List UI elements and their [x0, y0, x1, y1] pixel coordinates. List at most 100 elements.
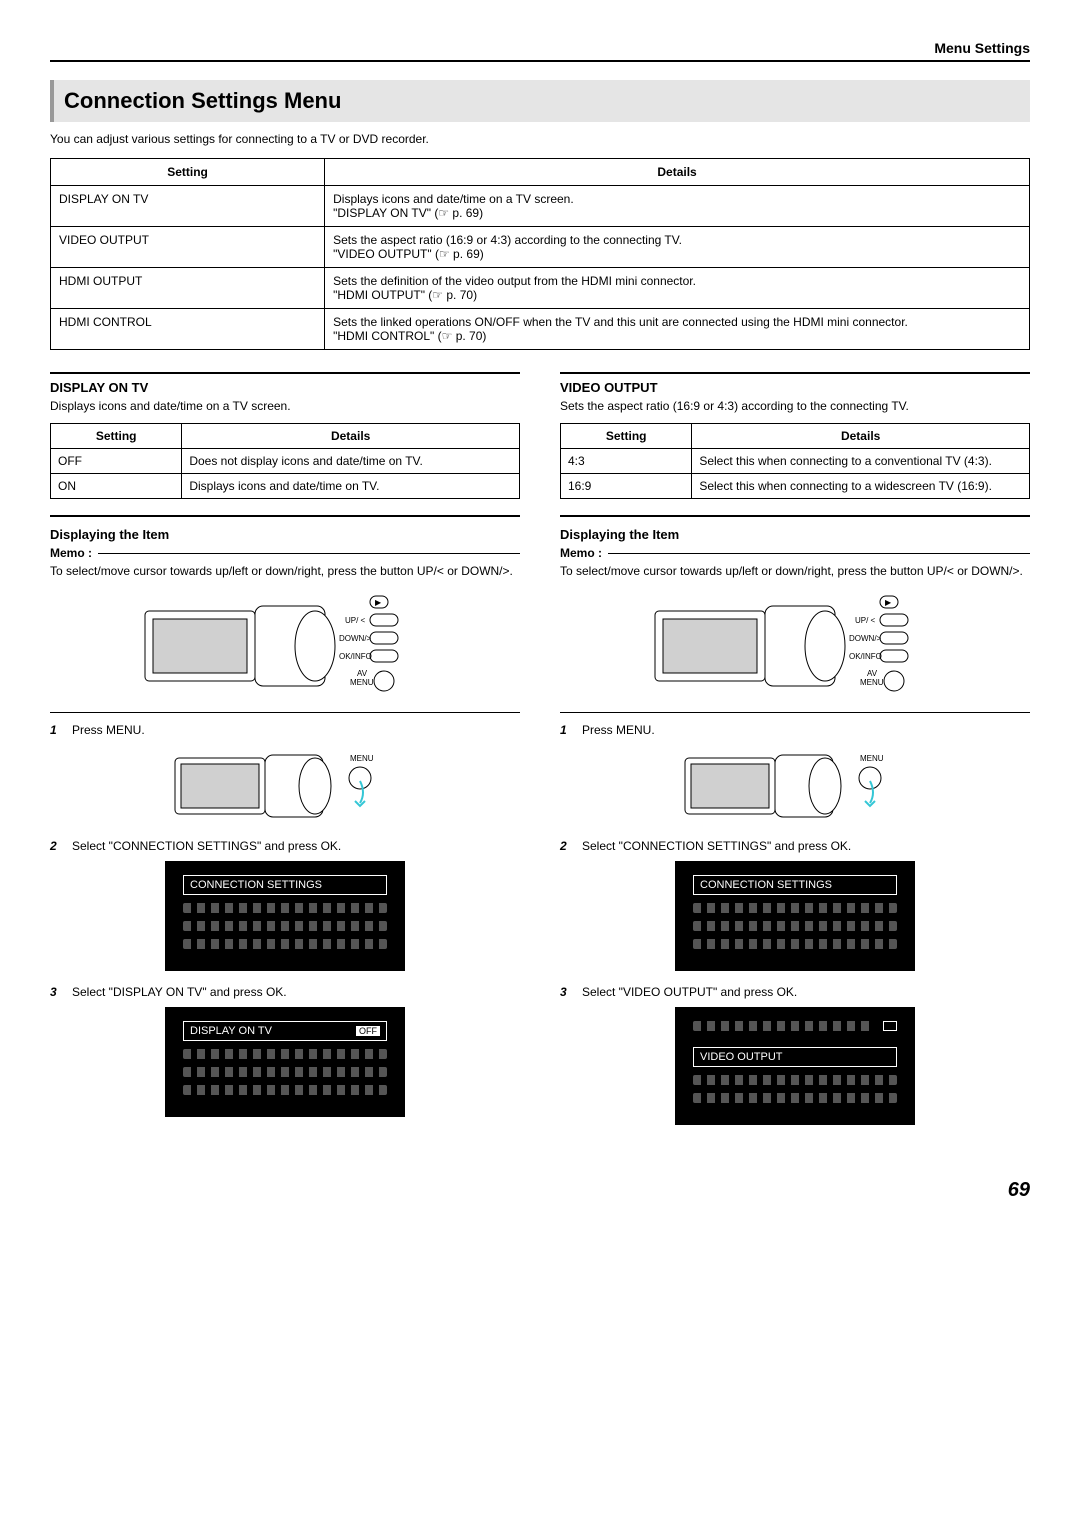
cell-details: Sets the linked operations ON/OFF when t… [325, 309, 1030, 350]
step-text: Press MENU. [72, 723, 520, 737]
table-row: ON Displays icons and date/time on TV. [51, 474, 520, 499]
table-row: HDMI CONTROL Sets the linked operations … [51, 309, 1030, 350]
step-number: 3 [560, 985, 582, 999]
svg-text:AV: AV [357, 669, 368, 678]
camcorder-menu-illustration: MENU [560, 743, 1030, 833]
camcorder-menu-illustration: MENU [50, 743, 520, 833]
menu-item-placeholder [693, 921, 897, 931]
col-details: Details [692, 424, 1030, 449]
cell-details: Does not display icons and date/time on … [182, 449, 520, 474]
menu-item-selected: DISPLAY ON TV OFF [183, 1021, 387, 1041]
step-number: 1 [50, 723, 72, 737]
header-section: Menu Settings [50, 40, 1030, 56]
table-row: VIDEO OUTPUT Sets the aspect ratio (16:9… [51, 227, 1030, 268]
svg-text:MENU: MENU [860, 754, 884, 763]
menu-item-label: DISPLAY ON TV [190, 1025, 272, 1037]
svg-text:MENU: MENU [350, 678, 374, 687]
table-row: 16:9 Select this when connecting to a wi… [561, 474, 1030, 499]
step-number: 3 [50, 985, 72, 999]
cell-details: Sets the aspect ratio (16:9 or 4:3) acco… [325, 227, 1030, 268]
menu-item-placeholder [693, 1093, 897, 1103]
memo-line [98, 553, 520, 554]
svg-text:OK/INFO: OK/INFO [339, 652, 372, 661]
svg-text:AV: AV [867, 669, 878, 678]
col-setting: Setting [561, 424, 692, 449]
page-title: Connection Settings Menu [64, 88, 1020, 114]
cell-setting: DISPLAY ON TV [51, 186, 325, 227]
right-desc: Sets the aspect ratio (16:9 or 4:3) acco… [560, 399, 1030, 413]
table-row: HDMI OUTPUT Sets the definition of the v… [51, 268, 1030, 309]
step: 2 Select "CONNECTION SETTINGS" and press… [50, 839, 520, 853]
col-details: Details [325, 159, 1030, 186]
page-number: 69 [50, 1179, 1030, 1202]
svg-text:▶: ▶ [375, 598, 382, 607]
col-details: Details [182, 424, 520, 449]
col-setting: Setting [51, 159, 325, 186]
cell-details: Select this when connecting to a convent… [692, 449, 1030, 474]
step: 2 Select "CONNECTION SETTINGS" and press… [560, 839, 1030, 853]
step-text: Select "DISPLAY ON TV" and press OK. [72, 985, 520, 999]
step: 3 Select "DISPLAY ON TV" and press OK. [50, 985, 520, 999]
menu-item-placeholder [693, 903, 897, 913]
menu-item-selected: CONNECTION SETTINGS [693, 875, 897, 895]
left-table: Setting Details OFF Does not display ico… [50, 423, 520, 499]
svg-text:MENU: MENU [350, 754, 374, 763]
svg-text:UP/ <: UP/ < [855, 616, 876, 625]
camcorder-icon: MENU [165, 743, 405, 833]
step: 1 Press MENU. [560, 723, 1030, 737]
menu-screen: VIDEO OUTPUT [675, 1007, 915, 1125]
table-row: 4:3 Select this when connecting to a con… [561, 449, 1030, 474]
camcorder-illustration: ▶ UP/ < DOWN/> OK/INFO AVMENU [50, 586, 520, 706]
table-row: OFF Does not display icons and date/time… [51, 449, 520, 474]
memo-label: Memo : [50, 546, 92, 560]
right-item-title: Displaying the Item [560, 527, 1030, 542]
left-desc: Displays icons and date/time on a TV scr… [50, 399, 520, 413]
step: 1 Press MENU. [50, 723, 520, 737]
intro-text: You can adjust various settings for conn… [50, 132, 1030, 146]
off-badge: OFF [356, 1026, 380, 1036]
camcorder-icon: MENU [675, 743, 915, 833]
menu-item-placeholder [183, 903, 387, 913]
step-text: Press MENU. [582, 723, 1030, 737]
cell-setting: VIDEO OUTPUT [51, 227, 325, 268]
cell-details: Select this when connecting to a widescr… [692, 474, 1030, 499]
step-text: Select "CONNECTION SETTINGS" and press O… [72, 839, 520, 853]
menu-item-selected: VIDEO OUTPUT [693, 1047, 897, 1067]
menu-item-placeholder [183, 939, 387, 949]
cell-setting: 16:9 [561, 474, 692, 499]
menu-screen: DISPLAY ON TV OFF [165, 1007, 405, 1117]
main-settings-table: Setting Details DISPLAY ON TV Displays i… [50, 158, 1030, 350]
tv-icon [883, 1021, 897, 1031]
cell-details: Displays icons and date/time on TV. [182, 474, 520, 499]
right-table: Setting Details 4:3 Select this when con… [560, 423, 1030, 499]
cell-setting: ON [51, 474, 182, 499]
svg-text:UP/ <: UP/ < [345, 616, 366, 625]
menu-screen: CONNECTION SETTINGS [675, 861, 915, 971]
step-number: 1 [560, 723, 582, 737]
menu-item-row [693, 1021, 897, 1031]
menu-item-placeholder [693, 1075, 897, 1085]
svg-text:OK/INFO: OK/INFO [849, 652, 882, 661]
svg-text:DOWN/>: DOWN/> [849, 634, 882, 643]
menu-item-placeholder [183, 1049, 387, 1059]
right-column: VIDEO OUTPUT Sets the aspect ratio (16:9… [560, 372, 1030, 1139]
svg-text:DOWN/>: DOWN/> [339, 634, 372, 643]
right-title: VIDEO OUTPUT [560, 380, 1030, 395]
step-number: 2 [50, 839, 72, 853]
menu-item-placeholder [183, 921, 387, 931]
step-text: Select "CONNECTION SETTINGS" and press O… [582, 839, 1030, 853]
cell-details: Displays icons and date/time on a TV scr… [325, 186, 1030, 227]
memo-label: Memo : [560, 546, 602, 560]
step-number: 2 [560, 839, 582, 853]
menu-item-placeholder [183, 1067, 387, 1077]
memo-text: To select/move cursor towards up/left or… [50, 564, 520, 578]
camcorder-illustration: ▶ UP/ < DOWN/> OK/INFO AVMENU [560, 586, 1030, 706]
page-title-wrap: Connection Settings Menu [50, 80, 1030, 122]
memo-text: To select/move cursor towards up/left or… [560, 564, 1030, 578]
left-title: DISPLAY ON TV [50, 380, 520, 395]
cell-setting: HDMI OUTPUT [51, 268, 325, 309]
left-item-title: Displaying the Item [50, 527, 520, 542]
camcorder-icon: ▶ UP/ < DOWN/> OK/INFO AVMENU [645, 586, 945, 706]
col-setting: Setting [51, 424, 182, 449]
table-row: DISPLAY ON TV Displays icons and date/ti… [51, 186, 1030, 227]
